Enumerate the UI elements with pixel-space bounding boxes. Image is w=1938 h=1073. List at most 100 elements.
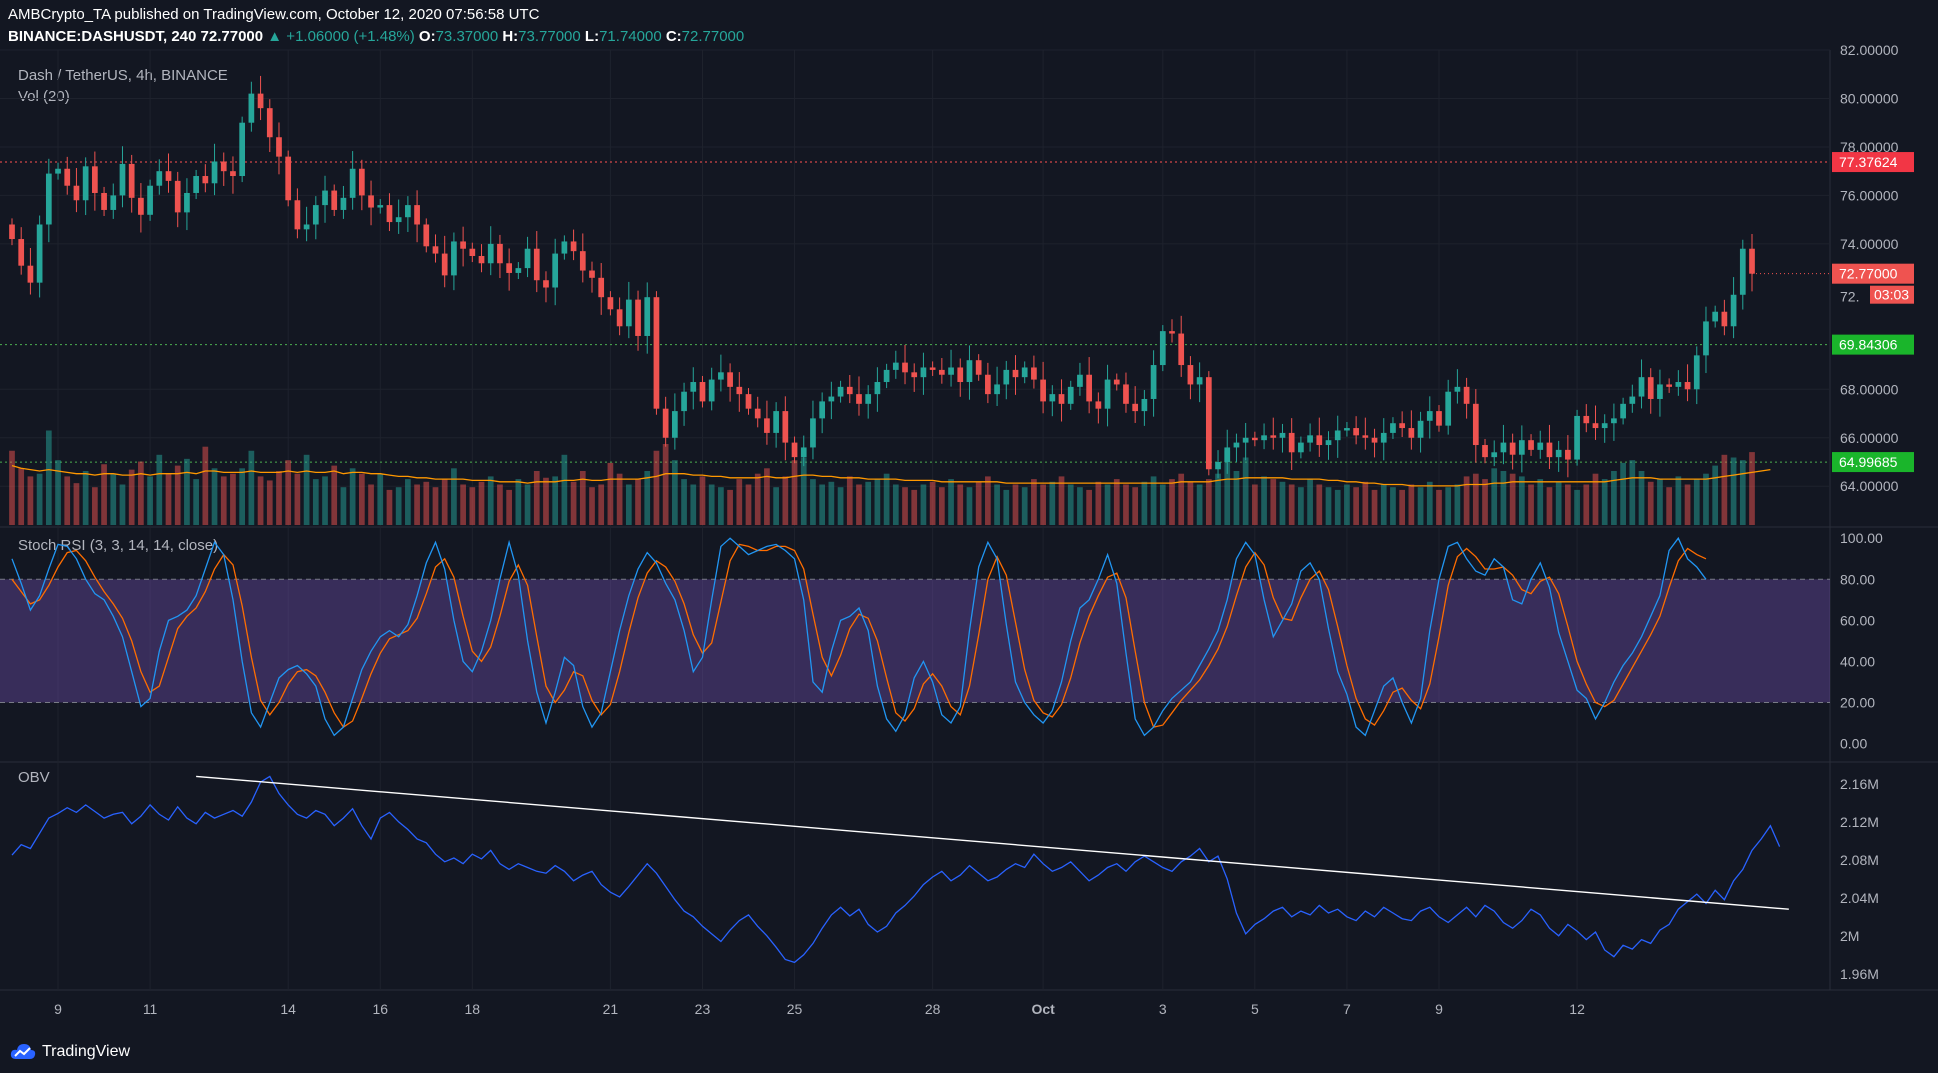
volume-bar <box>156 454 163 525</box>
candle-body <box>487 243 494 264</box>
candle-body <box>1684 382 1691 390</box>
volume-bar <box>1279 481 1286 525</box>
volume-bar <box>1417 487 1424 525</box>
countdown-badge: 03:03 <box>1874 287 1909 303</box>
candle-body <box>441 253 448 276</box>
candle-body <box>497 243 503 264</box>
candle-body <box>819 401 826 419</box>
volume-bar <box>800 457 807 525</box>
volume-bar <box>1362 481 1369 525</box>
price-tick-label: 80.00000 <box>1840 90 1899 106</box>
obv-tick-label: 2.08M <box>1840 852 1879 868</box>
volume-bar <box>1638 471 1645 525</box>
price-tick-label: 78.00000 <box>1840 139 1899 155</box>
candle-body <box>616 309 623 327</box>
candle-body <box>1463 386 1470 404</box>
candle-body <box>1380 432 1387 443</box>
volume-bar <box>699 476 706 525</box>
volume-bar <box>865 481 872 525</box>
volume-bar <box>1739 460 1746 525</box>
x-tick-label: Oct <box>1031 1001 1055 1017</box>
volume-bar <box>432 487 439 525</box>
volume-bar <box>1528 484 1534 525</box>
tradingview-logo[interactable]: TradingView <box>10 1043 130 1061</box>
volume-bar <box>276 471 282 525</box>
countdown-badge-bg <box>1870 285 1914 304</box>
volume-bar <box>561 454 568 525</box>
candle-body <box>1518 440 1525 455</box>
candle-body <box>1583 415 1590 424</box>
volume-bar <box>1601 479 1608 525</box>
candle-body <box>1270 435 1277 438</box>
candle-body <box>644 297 651 336</box>
candle-body <box>202 176 209 184</box>
open-label: O: <box>418 28 436 45</box>
candle-body <box>1353 428 1359 436</box>
low-value: 71.74000 <box>599 28 662 45</box>
volume-bar <box>1086 489 1092 525</box>
candle-body <box>773 411 779 433</box>
x-tick-label: 25 <box>787 1001 803 1017</box>
volume-bar <box>1178 473 1185 525</box>
volume-bar <box>1252 484 1258 525</box>
x-tick-label: 9 <box>54 1001 62 1017</box>
stoch-tick-label: 100.00 <box>1840 530 1883 546</box>
volume-bars <box>9 430 1755 525</box>
volume-bar <box>616 473 623 525</box>
candle-body <box>18 239 25 266</box>
volume-bar <box>386 489 393 525</box>
volume-bar <box>285 460 292 525</box>
volume-bar <box>902 487 908 525</box>
candle-body <box>515 268 522 273</box>
stoch-tick-label: 60.00 <box>1840 612 1875 628</box>
volume-bar <box>1215 473 1221 525</box>
candle-body <box>174 180 181 213</box>
volume-bar <box>764 468 770 525</box>
volume-bar <box>1712 465 1719 525</box>
volume-bar <box>1546 487 1553 525</box>
x-tick-label: 7 <box>1343 1001 1351 1017</box>
candle-body <box>1509 442 1516 455</box>
candle-body <box>358 168 365 196</box>
volume-bar <box>653 450 660 525</box>
volume-bar <box>312 479 319 525</box>
volume-bar <box>929 481 936 525</box>
volume-bar <box>920 484 927 525</box>
volume-bar <box>819 484 826 525</box>
volume-bar <box>1666 487 1672 525</box>
volume-bar <box>1233 471 1240 525</box>
volume-bar <box>948 479 954 525</box>
candle-body <box>708 379 715 402</box>
candle-body <box>294 200 301 230</box>
candle-body <box>1528 440 1534 450</box>
candle-body <box>1325 440 1332 446</box>
volume-bar <box>1049 481 1056 525</box>
volume-bar <box>810 479 816 525</box>
obv-label: OBV <box>18 769 50 786</box>
candle-body <box>285 156 292 201</box>
volume-bar <box>1482 479 1488 525</box>
support-upper-badge: 69.84306 <box>1839 337 1898 353</box>
main-pane-title: Dash / TetherUS, 4h, BINANCE <box>18 67 228 84</box>
tradingview-logo-text: TradingView <box>42 1043 131 1060</box>
candle-body <box>911 372 918 378</box>
volume-bar <box>625 484 632 525</box>
volume-bar <box>1196 484 1203 525</box>
x-tick-label: 18 <box>465 1001 481 1017</box>
stoch-band <box>0 578 1830 703</box>
volume-bar <box>579 471 586 525</box>
candle-body <box>1472 403 1479 446</box>
candle-body <box>543 280 549 288</box>
candle-body <box>1601 423 1608 429</box>
candle-body <box>865 394 872 404</box>
candle-body <box>1233 442 1240 448</box>
candle-body <box>1279 432 1286 438</box>
candle-body <box>368 195 374 208</box>
volume-bar <box>1472 473 1479 525</box>
candle-body <box>552 253 559 288</box>
volume-bar <box>1159 484 1166 525</box>
candle-body <box>27 265 34 283</box>
stoch-k-line <box>11 536 1707 737</box>
candle-body <box>1242 437 1249 443</box>
